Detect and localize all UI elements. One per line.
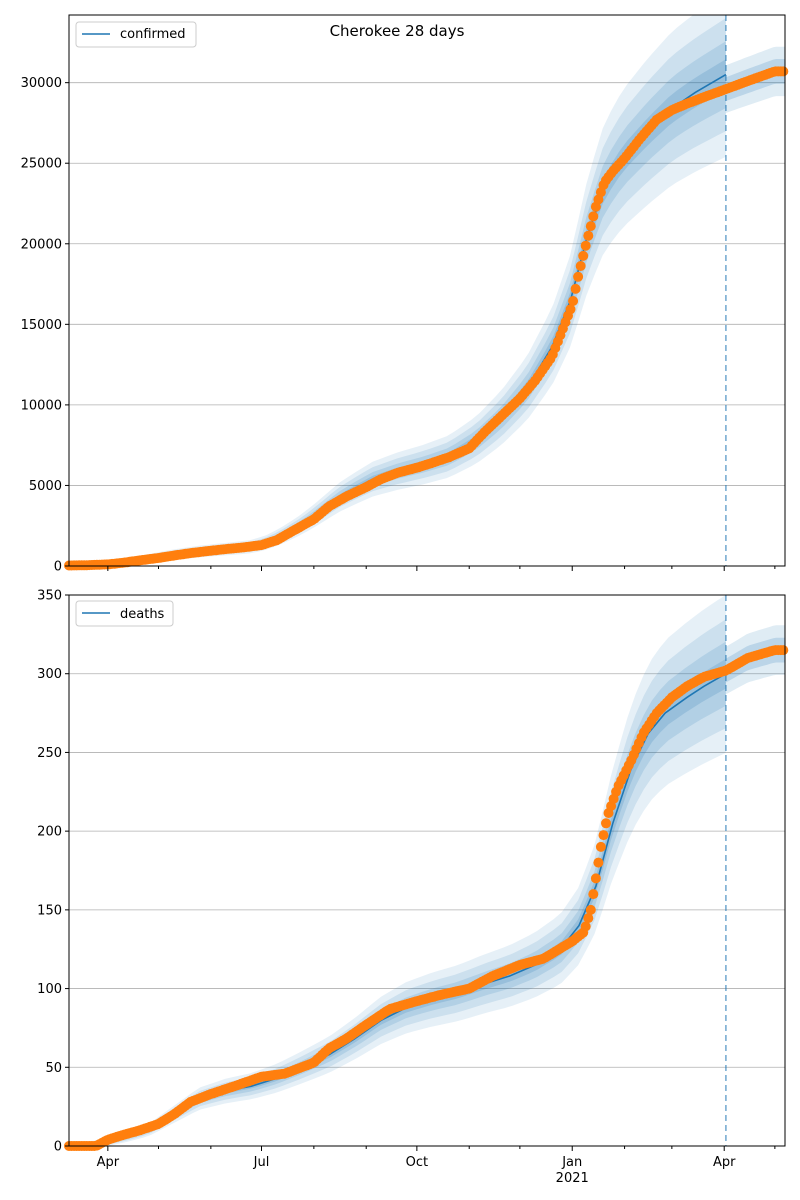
deaths-x-tick-label: Jul: [253, 1155, 270, 1170]
deaths-observed-point: [598, 830, 609, 841]
confirmed-observed-point: [575, 261, 586, 271]
deaths-y-axis: 0 50 100 150 200 250 300 350: [37, 589, 69, 1155]
deaths-plot-area: [69, 595, 785, 1146]
confirmed-x-ticks: [107, 566, 776, 571]
confirmed-band-1: [69, 15, 726, 566]
confirmed-gridlines: [69, 82, 785, 486]
deaths-x-tick-label: Apr: [97, 1155, 120, 1170]
deaths-observed-point: [585, 904, 596, 915]
confirmed-observed-point: [568, 296, 579, 306]
deaths-y-tick-label: 300: [37, 667, 62, 682]
confirmed-axes-frame: [68, 14, 786, 567]
deaths-y-tick-label: 100: [37, 982, 62, 997]
deaths-observed-point: [595, 841, 606, 852]
confirmed-y-tick-label: 15000: [21, 318, 62, 333]
confirmed-band-2: [69, 18, 726, 567]
confirmed-panel: 0 5000 10000 15000 20000 25000 30000 confirmed…: [21, 14, 789, 575]
deaths-band-1: [69, 595, 726, 1146]
deaths-observed-point: [778, 645, 789, 656]
confirmed-band-3: [69, 41, 726, 566]
deaths-observed-point: [583, 913, 594, 924]
confirmed-legend-label: confirmed: [120, 27, 186, 42]
confirmed-observed-point: [578, 250, 589, 261]
confirmed-legend-box: [75, 21, 197, 48]
confirmed-y-tick-label: 25000: [21, 157, 62, 172]
confirmed-observed-point: [570, 283, 581, 294]
deaths-x-tick-label: Apr: [713, 1155, 736, 1170]
deaths-observed-point: [580, 921, 591, 932]
deaths-y-tick-label: 150: [37, 903, 62, 918]
confirmed-observed-point: [565, 304, 576, 315]
deaths-y-tick-label: 250: [37, 746, 62, 761]
confirmed-observed-point: [585, 221, 596, 232]
deaths-observed-point: [601, 818, 611, 829]
deaths-y-tick-label: 0: [54, 1140, 62, 1155]
confirmed-y-tick-label: 20000: [21, 237, 62, 252]
deaths-x-year-label: 2021: [556, 1171, 589, 1186]
confirmed-band-4: [69, 59, 726, 566]
confirmed-y-tick-label: 10000: [21, 398, 62, 413]
confirmed-y-tick-label: 0: [54, 560, 62, 575]
deaths-x-tick-label: Jan: [561, 1155, 582, 1170]
confirmed-y-tick-label: 5000: [29, 479, 62, 494]
confirmed-observed-points: [64, 66, 789, 571]
deaths-observed-point: [593, 857, 604, 868]
deaths-observed-point: [590, 873, 601, 884]
deaths-observed-point: [588, 889, 599, 900]
deaths-legend: deaths: [75, 600, 174, 627]
confirmed-plot-area: [69, 15, 785, 566]
confirmed-y-tick-label: 30000: [21, 76, 62, 91]
confirmed-observed-point: [580, 240, 591, 251]
deaths-axes-frame: [68, 594, 786, 1147]
deaths-legend-label: deaths: [120, 607, 165, 622]
confirmed-observed-point: [588, 211, 599, 222]
confirmed-observed-point: [573, 271, 584, 282]
confirmed-observed-point: [778, 66, 789, 77]
figure-title: Cherokee 28 days: [330, 22, 465, 40]
deaths-y-tick-label: 200: [37, 825, 62, 840]
confirmed-observed-point: [583, 230, 594, 241]
confirmed-legend: confirmed: [75, 21, 197, 48]
confirmed-y-axis: 0 5000 10000 15000 20000 25000 30000: [21, 76, 69, 575]
deaths-y-tick-label: 350: [37, 589, 62, 604]
deaths-y-tick-label: 50: [45, 1061, 62, 1076]
deaths-observed-points: [64, 645, 789, 1151]
deaths-x-tick-label: Oct: [406, 1155, 428, 1170]
deaths-legend-box: [75, 600, 174, 627]
